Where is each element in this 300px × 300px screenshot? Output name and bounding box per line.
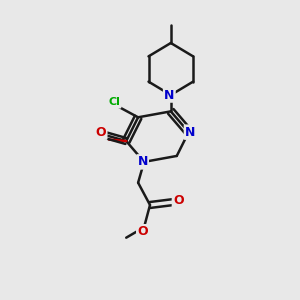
Text: O: O (173, 194, 184, 207)
Text: Cl: Cl (108, 98, 120, 107)
Text: N: N (137, 155, 148, 168)
Text: O: O (96, 126, 106, 139)
Text: N: N (185, 126, 195, 139)
Text: N: N (164, 88, 175, 101)
Text: O: O (137, 225, 148, 238)
